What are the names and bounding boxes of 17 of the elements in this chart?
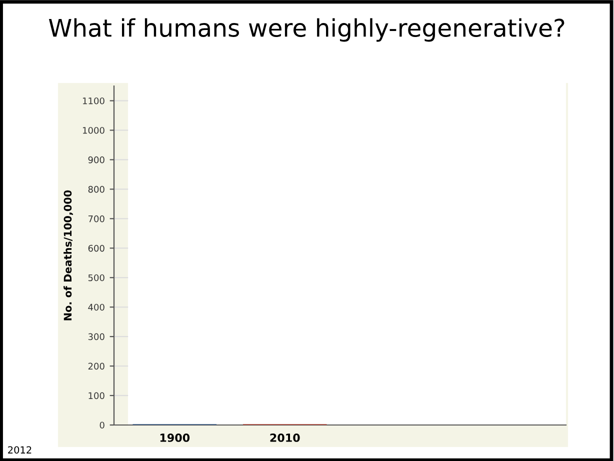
y-tick-label: 900 (88, 156, 104, 164)
y-tick-label: 400 (88, 304, 104, 311)
y-tick-label: 300 (88, 333, 104, 340)
text: 2012 (8, 446, 32, 454)
y-tick-label: 700 (88, 215, 104, 222)
y-tick-label: 100 (88, 392, 104, 400)
y-tick-label: 1100 (82, 97, 104, 104)
x-tick-label: 1900 (160, 434, 190, 442)
x-tick-label: 2010 (270, 434, 300, 442)
y-tick-label: 0 (100, 422, 104, 429)
chart-title: What if humans were highly-regenerative? (48, 18, 564, 42)
y-tick-label: 500 (88, 274, 104, 282)
y-tick-label: 600 (88, 244, 104, 252)
y-tick-label: 800 (88, 186, 104, 193)
y-tick-label: 200 (88, 362, 104, 370)
y-tick-label: 1000 (82, 126, 104, 134)
y-axis-title: No. of Deaths/100,000 (64, 190, 73, 320)
